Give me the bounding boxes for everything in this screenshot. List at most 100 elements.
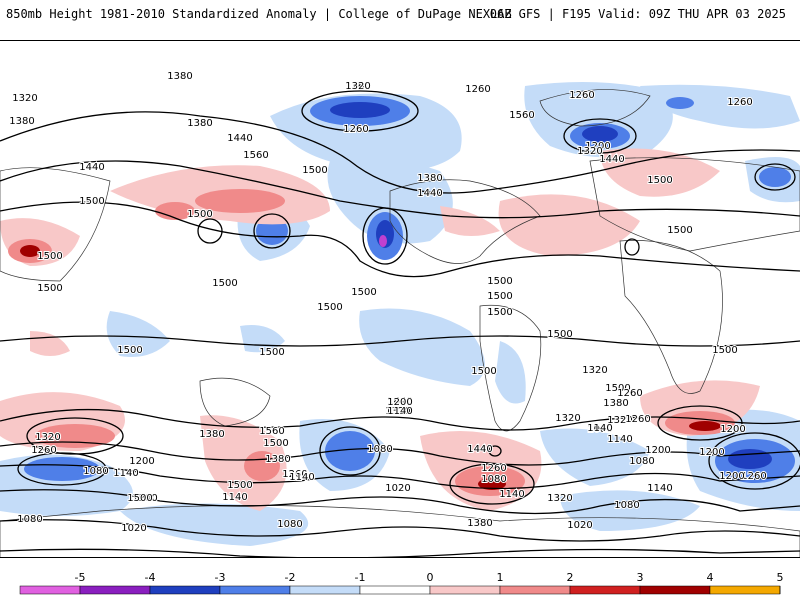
contour-label: 1500 (712, 345, 737, 356)
contour-label: 1080 (277, 519, 302, 530)
contour-label: 1320 (577, 146, 602, 157)
contour-label: 1140 (113, 468, 138, 479)
contour-label: 1020 (121, 523, 146, 534)
colorbar-svg: -5 -4 -3 -2 -1 0 1 2 3 4 5 (19, 571, 784, 595)
colorbar-tick-label: -2 (285, 571, 296, 584)
contour-label: 1500 (351, 287, 376, 298)
contour-label: 1260 (625, 414, 650, 425)
contour-label: 1500 (127, 493, 152, 504)
colorbar-swatch (499, 585, 571, 595)
contour-label: 1500 (317, 302, 342, 313)
contour-label: 1320 (555, 413, 580, 424)
contour-labels: 1320126013201380138014401440156015001500… (8, 70, 767, 535)
contour-label: 1440 (599, 154, 624, 165)
contour-label: 1260 (345, 81, 370, 92)
contour-label: 1500 (487, 291, 512, 302)
contour-label: 1500 (227, 480, 252, 491)
colorbar-tick-label: -1 (355, 571, 366, 584)
contour-label: 1200 (585, 141, 610, 152)
contour-label: 1380 (417, 173, 442, 184)
colorbar-swatch (569, 585, 641, 595)
contour-label: 1080 (367, 444, 392, 455)
contour-label: 1500 (647, 175, 672, 186)
contour-label: 1380 (187, 118, 212, 129)
colorbar-tick-label: 4 (707, 571, 714, 584)
colorbar-swatch (79, 585, 151, 595)
contour-label: 1260 (741, 471, 766, 482)
contour-label: 1500 (37, 283, 62, 294)
contour-label: 1320 (582, 365, 607, 376)
contour-label: 1500 (547, 329, 572, 340)
colorbar-swatch (289, 585, 361, 595)
contour-label: 1500 (79, 196, 104, 207)
contour-label: 1200 (132, 493, 157, 504)
run-info: 06Z GFS | F195 Valid: 09Z THU APR 03 202… (489, 7, 786, 21)
height-contours (0, 90, 800, 557)
contour-label: 1320 (385, 406, 410, 417)
colorbar-swatch (359, 585, 431, 595)
colorbar-tick-label: 2 (567, 571, 574, 584)
contour-label: 1020 (567, 520, 592, 531)
contour-label: 1140 (587, 423, 612, 434)
contour-label: 1440 (227, 133, 252, 144)
colorbar: -5 -4 -3 -2 -1 0 1 2 3 4 5 (0, 566, 800, 600)
colorbar-swatch (639, 585, 711, 595)
contour-label: 1080 (83, 466, 108, 477)
contour-label: 1320 (607, 415, 632, 426)
record-low-shading (379, 235, 387, 247)
extreme-positive-shading (20, 245, 721, 490)
contour-label: 1320 (345, 81, 370, 92)
colorbar-tick-label: 3 (637, 571, 644, 584)
colorbar-tick-label: 1 (497, 571, 504, 584)
contour-label: 1260 (465, 84, 490, 95)
contour-label: 1320 (35, 432, 60, 443)
contour-label: 1380 (9, 116, 34, 127)
contour-label: 1140 (289, 472, 314, 483)
contour-label: 1260 (481, 463, 506, 474)
contour-label: 1140 (607, 434, 632, 445)
map-panel: 1320 1260 1320 1380 1380 1440 1440 1560 1500 1500… (0, 40, 800, 558)
colorbar-swatch (709, 585, 781, 595)
contour-label: 1140 (647, 483, 672, 494)
contour-label: 1020 (385, 483, 410, 494)
contour-label: 1260 (727, 97, 752, 108)
contour-label: 1380 (603, 398, 628, 409)
contour-label: 1320 (12, 93, 37, 104)
contour-label: 1200 (699, 447, 724, 458)
contour-label: 1560 (243, 150, 268, 161)
contour-label: 1080 (481, 474, 506, 485)
colorbar-swatch (149, 585, 221, 595)
colorbar-tick-label: 5 (777, 571, 784, 584)
contour-label: 1260 (31, 445, 56, 456)
map-title: 850mb Height 1981-2010 Standardized Anom… (6, 7, 512, 21)
contour-label: 1440 (387, 396, 412, 407)
anomaly-map: 1320126013201380138014401440156015001500… (0, 70, 800, 557)
colorbar-tick-label: -5 (75, 571, 86, 584)
contour-label: 1500 (487, 276, 512, 287)
contour-label: 1500 (487, 307, 512, 318)
contour-label: 1440 (467, 444, 492, 455)
contour-label: 1500 (471, 366, 496, 377)
colorbar-tick-label: -3 (215, 571, 226, 584)
contour-label: 1500 (187, 209, 212, 220)
contour-label: 1500 (259, 347, 284, 358)
colorbar-swatch (19, 585, 81, 595)
contour-label: 1500 (263, 438, 288, 449)
contour-label: 1260 (617, 388, 642, 399)
contour-label: 1200 (645, 445, 670, 456)
header: 850mb Height 1981-2010 Standardized Anom… (0, 0, 800, 28)
contour-label: 1380 (167, 71, 192, 82)
contour-label: 1380 (199, 429, 224, 440)
contour-label: 1260 (569, 90, 594, 101)
contour-label: 1440 (79, 162, 104, 173)
contour-label: 1080 (614, 500, 639, 511)
contour-label: 1260 (282, 469, 307, 480)
colorbar-swatch (219, 585, 291, 595)
contour-label: 1140 (499, 489, 524, 500)
contour-label: 1200 (129, 456, 154, 467)
contour-label: 1320 (167, 71, 192, 82)
contour-label: 1440 (417, 188, 442, 199)
colorbar-tick-label: -4 (145, 571, 156, 584)
contour-label: 1500 (117, 345, 142, 356)
colorbar-swatch (429, 585, 501, 595)
